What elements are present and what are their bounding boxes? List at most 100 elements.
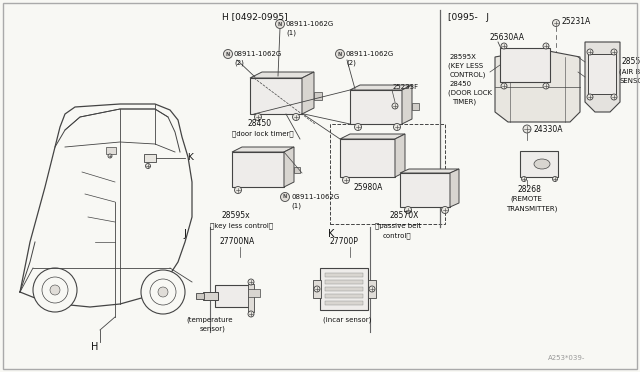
Text: N: N [226, 51, 230, 57]
Text: 28450: 28450 [248, 119, 272, 128]
Text: 24330A: 24330A [533, 125, 563, 134]
Bar [350, 90, 402, 124]
Text: (AIR BAG: (AIR BAG [619, 69, 640, 75]
Circle shape [522, 176, 527, 182]
Text: TRANSMITTER): TRANSMITTER) [506, 206, 557, 212]
Polygon shape [350, 85, 412, 90]
Text: J: J [183, 229, 186, 239]
Text: 08911-1062G: 08911-1062G [234, 51, 282, 57]
Bar [294, 167, 300, 173]
Circle shape [392, 103, 398, 109]
Circle shape [108, 154, 112, 158]
Text: K: K [187, 154, 193, 163]
Bar [144, 154, 156, 162]
Text: 08911-1062G: 08911-1062G [286, 21, 334, 27]
Bar [340, 139, 395, 177]
Text: 08911-1062G: 08911-1062G [291, 194, 339, 200]
Text: H [0492-0995]: H [0492-0995] [222, 13, 287, 22]
Polygon shape [284, 147, 294, 187]
Text: (2): (2) [346, 60, 356, 66]
Text: N: N [278, 22, 282, 26]
Bar [400, 173, 450, 207]
Text: 28595x: 28595x [222, 212, 251, 221]
Bar [248, 284, 254, 312]
Circle shape [150, 279, 176, 305]
Text: 25630AA: 25630AA [490, 32, 525, 42]
Bar [314, 92, 322, 100]
Circle shape [248, 311, 254, 317]
Bar [313, 280, 321, 298]
Text: 28556: 28556 [622, 58, 640, 67]
Polygon shape [450, 169, 459, 207]
Circle shape [314, 286, 320, 292]
Text: (KEY LESS: (KEY LESS [448, 63, 483, 69]
Circle shape [587, 94, 593, 100]
Circle shape [501, 43, 507, 49]
Polygon shape [340, 134, 405, 139]
Circle shape [234, 186, 241, 193]
Circle shape [501, 83, 507, 89]
Ellipse shape [534, 159, 550, 169]
Circle shape [587, 49, 593, 55]
Text: sensor): sensor) [200, 326, 226, 332]
Text: 25231A: 25231A [562, 17, 591, 26]
Circle shape [141, 270, 185, 314]
Circle shape [342, 176, 349, 183]
Circle shape [552, 19, 559, 26]
Text: 27700P: 27700P [330, 237, 359, 247]
Bar [232, 152, 284, 187]
Circle shape [248, 279, 254, 285]
Text: (1): (1) [286, 30, 296, 36]
Text: 25980A: 25980A [353, 183, 382, 192]
Bar [412, 103, 419, 110]
Circle shape [158, 287, 168, 297]
Circle shape [355, 124, 362, 131]
Polygon shape [302, 72, 314, 114]
Bar [330, 124, 445, 224]
Bar [325, 287, 363, 291]
Circle shape [33, 268, 77, 312]
Text: (2): (2) [234, 60, 244, 66]
Circle shape [275, 19, 285, 29]
Bar [248, 289, 260, 297]
Bar [325, 280, 363, 284]
Text: 「door lock timer」: 「door lock timer」 [232, 131, 294, 137]
Circle shape [611, 94, 617, 100]
Circle shape [145, 164, 150, 169]
Text: (incar sensor): (incar sensor) [323, 317, 371, 323]
Circle shape [50, 285, 60, 295]
Circle shape [223, 49, 232, 58]
Circle shape [442, 206, 449, 214]
Text: A253*039-: A253*039- [548, 355, 586, 361]
Text: (1): (1) [291, 203, 301, 209]
Circle shape [404, 206, 412, 214]
Text: 25233F: 25233F [393, 84, 419, 90]
Polygon shape [232, 147, 294, 152]
Circle shape [42, 277, 68, 303]
Bar [320, 268, 368, 310]
Text: 28450: 28450 [450, 81, 472, 87]
Polygon shape [250, 72, 314, 78]
Text: CONTROL): CONTROL) [450, 72, 486, 78]
Bar [588, 54, 616, 94]
Text: (DOOR LOCK: (DOOR LOCK [448, 90, 492, 96]
Text: 28570X: 28570X [390, 212, 419, 221]
Bar [325, 294, 363, 298]
Text: 「key less control」: 「key less control」 [210, 223, 273, 229]
Text: 「passive belt: 「passive belt [375, 223, 421, 229]
Text: 28595X: 28595X [450, 54, 477, 60]
Circle shape [369, 286, 375, 292]
Bar [520, 151, 558, 177]
Bar [250, 78, 302, 114]
Circle shape [394, 124, 401, 131]
Bar [325, 273, 363, 277]
Polygon shape [402, 85, 412, 124]
Circle shape [543, 83, 549, 89]
Text: SENSOR): SENSOR) [619, 78, 640, 84]
Text: 08911-1062G: 08911-1062G [346, 51, 394, 57]
Text: 27700NA: 27700NA [220, 237, 255, 247]
Text: N: N [283, 195, 287, 199]
Circle shape [552, 176, 557, 182]
Circle shape [280, 192, 289, 202]
Text: 28268: 28268 [517, 185, 541, 193]
